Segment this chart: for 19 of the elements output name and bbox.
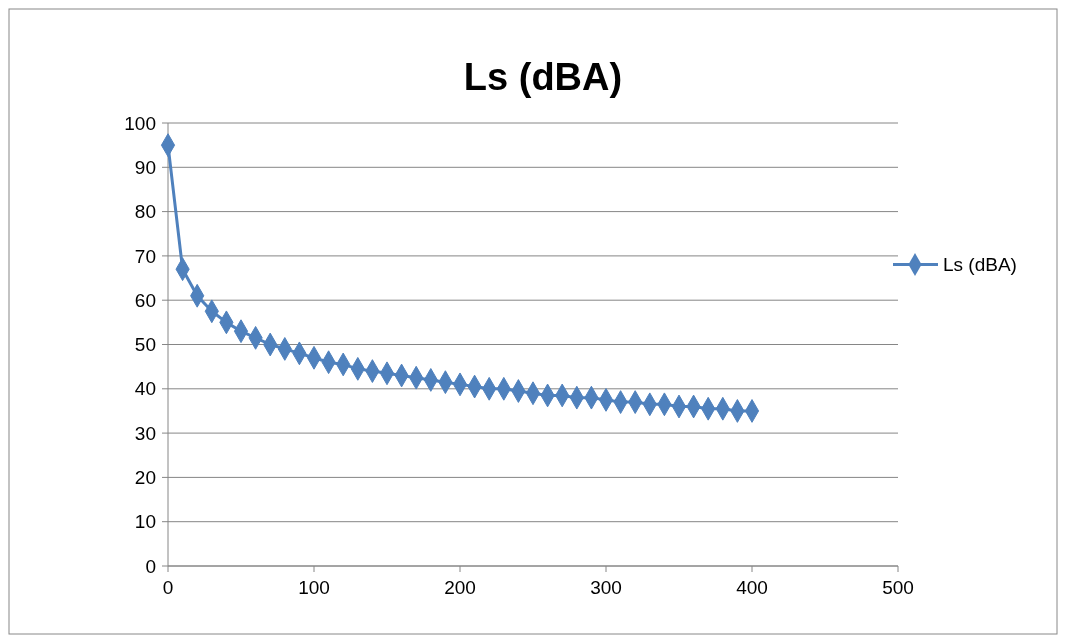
x-tick-label: 300 (590, 577, 622, 598)
y-tick-label: 80 (134, 201, 156, 223)
x-tick-label: 500 (882, 577, 914, 598)
y-tick-label: 50 (134, 334, 156, 356)
y-tick-label: 20 (134, 467, 156, 489)
y-tick-label: 0 (145, 555, 156, 577)
x-tick-label: 200 (444, 577, 476, 598)
y-tick-label: 10 (134, 511, 156, 533)
y-tick-label: 30 (134, 422, 156, 444)
legend-label: Ls (dBA) (943, 254, 1017, 276)
x-tick-label: 400 (736, 577, 768, 598)
chart-title: Ls (dBA) (463, 56, 623, 98)
x-tick-label: 100 (298, 577, 330, 598)
y-tick-label: 70 (134, 245, 156, 267)
x-tick-label: 0 (162, 577, 174, 598)
y-tick-label: 60 (134, 289, 156, 311)
y-tick-label: 100 (124, 112, 156, 134)
y-tick-label: 40 (134, 378, 156, 400)
y-tick-label: 90 (134, 156, 156, 178)
